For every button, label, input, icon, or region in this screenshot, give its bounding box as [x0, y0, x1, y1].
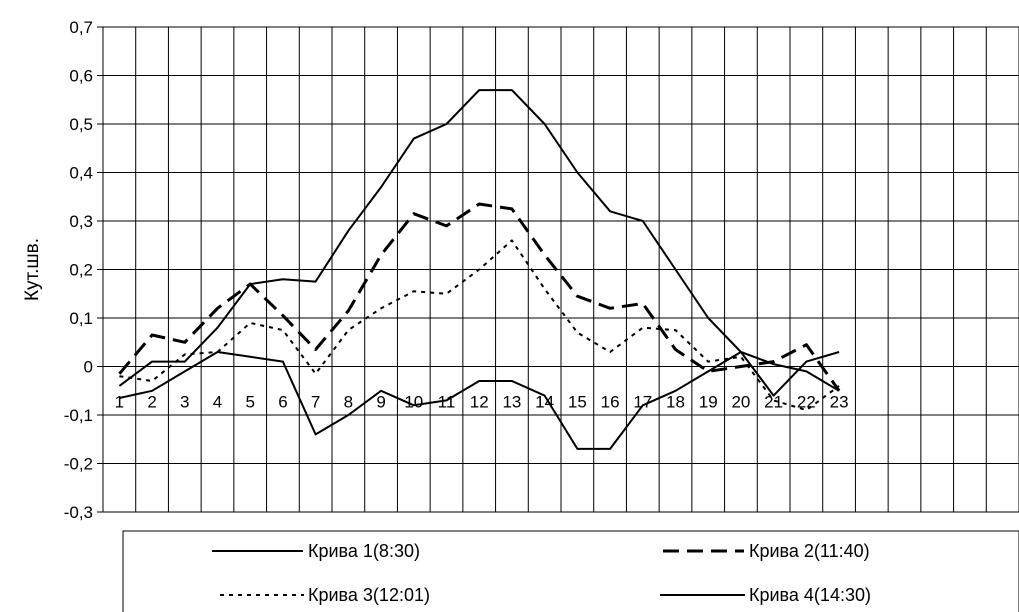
y-tick-label: -0,3 — [64, 503, 93, 522]
y-axis: 0,7 0,6 0,5 0,4 0,3 0,2 0,1 0 -0,1 -0,2 -0,3 — [64, 18, 93, 522]
x-tick-label: 19 — [699, 393, 718, 412]
y-tick-label: 0 — [84, 358, 93, 377]
y-axis-label: Кут.шв. — [22, 238, 43, 301]
x-tick-label: 13 — [502, 393, 521, 412]
x-tick-label: 22 — [797, 393, 816, 412]
y-tick-label: 0,1 — [69, 309, 93, 328]
x-tick-label: 21 — [764, 393, 783, 412]
y-tick-label: 0,2 — [69, 261, 93, 280]
legend-label-2: Крива 2(11:40) — [749, 541, 870, 561]
series-line-1 — [118, 89, 840, 397]
x-tick-label: 5 — [245, 393, 254, 412]
x-tick-label: 23 — [830, 393, 849, 412]
x-tick-label: 8 — [344, 393, 353, 412]
legend-label-1: Крива 1(8:30) — [308, 541, 420, 561]
series-line-4 — [119, 351, 840, 450]
y-tick-label: 0,7 — [69, 18, 93, 37]
x-tick-label: 2 — [147, 393, 156, 412]
y-tick-label: -0,2 — [64, 455, 93, 474]
x-tick-label: 15 — [568, 393, 587, 412]
y-tick-label: 0,6 — [69, 67, 93, 86]
x-tick-label: 18 — [666, 393, 685, 412]
x-tick-label: 1 — [115, 393, 124, 412]
chart-legend: Крива 1(8:30) Крива 2(11:40) Крива 3(12:01… — [122, 530, 1019, 612]
legend-label-3: Крива 3(12:01) — [308, 585, 430, 605]
x-axis: 1 2 3 4 5 6 7 8 9 10 11 12 13 14 15 16 17 18 19 20 21 22 23 — [115, 393, 849, 412]
x-tick-label: 3 — [180, 393, 189, 412]
x-tick-label: 6 — [278, 393, 287, 412]
y-tick-label: 0,3 — [69, 212, 93, 231]
chart-grid — [97, 26, 1019, 513]
x-tick-label: 14 — [535, 393, 554, 412]
x-tick-label: 16 — [601, 393, 620, 412]
x-tick-label: 12 — [470, 393, 489, 412]
legend-box — [122, 530, 1019, 612]
x-tick-label: 17 — [633, 393, 652, 412]
y-tick-label: 0,4 — [69, 164, 93, 183]
series-line-3 — [119, 239, 840, 412]
x-tick-label: 7 — [311, 393, 320, 412]
x-tick-label: 20 — [731, 393, 750, 412]
x-tick-label: 4 — [213, 393, 222, 412]
x-tick-label: 9 — [376, 393, 385, 412]
y-tick-label: 0,5 — [69, 115, 93, 134]
series-line-2 — [118, 202, 841, 392]
x-tick-label: 10 — [404, 393, 423, 412]
legend-label-4: Крива 4(14:30) — [749, 585, 871, 605]
chart-series — [118, 89, 841, 450]
y-tick-label: -0,1 — [64, 406, 93, 425]
